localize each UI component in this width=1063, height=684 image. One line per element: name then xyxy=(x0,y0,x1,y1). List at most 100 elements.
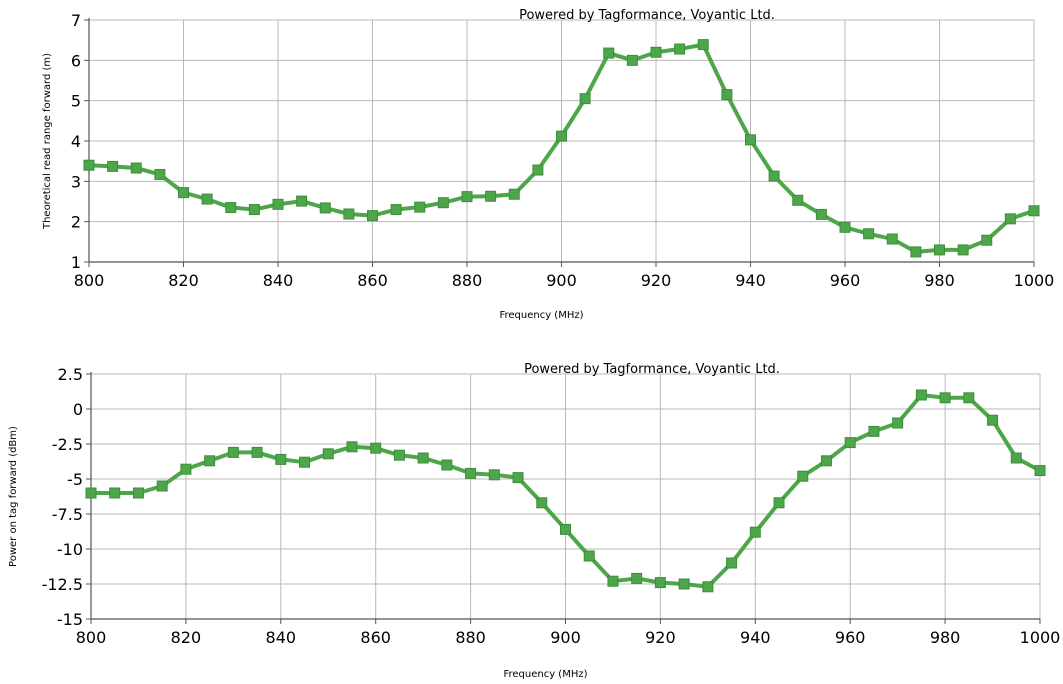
data-point xyxy=(343,208,355,220)
y-tick-label: 5 xyxy=(71,92,81,111)
data-point xyxy=(654,577,666,589)
data-point xyxy=(370,442,382,454)
watermark-text: Powered by Tagformance, Voyantic Ltd. xyxy=(519,8,775,23)
x-tick-label: 940 xyxy=(735,271,766,290)
x-tick-label: 960 xyxy=(835,628,866,647)
data-point xyxy=(154,168,166,180)
data-point xyxy=(488,469,500,481)
x-tick-label: 800 xyxy=(74,271,105,290)
y-tick-label: 2.5 xyxy=(58,365,83,384)
data-point xyxy=(768,170,780,182)
x-axis-label: Frequency (MHz) xyxy=(503,669,587,680)
data-point xyxy=(915,389,927,401)
data-point xyxy=(227,446,239,458)
data-point xyxy=(461,191,473,203)
data-point xyxy=(792,194,804,206)
data-point xyxy=(934,244,945,256)
data-point xyxy=(697,39,709,51)
data-point xyxy=(839,221,851,233)
data-point xyxy=(583,550,595,562)
x-tick-label: 820 xyxy=(171,628,202,647)
data-point xyxy=(560,523,571,535)
data-point xyxy=(797,470,809,482)
data-point xyxy=(485,190,497,202)
data-point xyxy=(536,497,548,509)
data-point xyxy=(650,46,662,58)
y-tick-label: 2 xyxy=(71,213,81,232)
data-point xyxy=(939,392,951,404)
data-point xyxy=(367,210,378,222)
data-point xyxy=(390,204,402,216)
y-axis-label: Theoretical read range forward (m) xyxy=(42,53,53,230)
data-point xyxy=(1034,465,1046,477)
data-point xyxy=(626,54,638,66)
y-tick-label: -15 xyxy=(57,610,83,629)
y-tick-label: 1 xyxy=(71,253,81,272)
data-point xyxy=(844,437,856,449)
data-point xyxy=(130,162,142,174)
y-tick-label: 3 xyxy=(71,172,81,191)
data-point xyxy=(248,204,260,216)
y-axis-label: Power on tag forward (dBm) xyxy=(8,426,19,567)
data-point xyxy=(886,233,898,245)
data-point xyxy=(512,472,524,484)
data-point xyxy=(749,526,761,538)
data-point xyxy=(83,159,95,171)
y-tick-label: 6 xyxy=(71,51,81,70)
data-point xyxy=(275,453,287,465)
x-tick-label: 840 xyxy=(266,628,297,647)
data-point xyxy=(702,581,714,593)
data-point xyxy=(1004,213,1016,225)
data-point xyxy=(678,578,690,590)
x-tick-label: 920 xyxy=(645,628,676,647)
x-tick-label: 800 xyxy=(76,628,107,647)
data-point xyxy=(178,187,189,199)
x-tick-label: 940 xyxy=(740,628,771,647)
x-axis-label: Frequency (MHz) xyxy=(499,310,583,321)
x-tick-label: 1000 xyxy=(1014,271,1055,290)
y-tick-label: -7.5 xyxy=(52,505,83,524)
x-tick-label: 880 xyxy=(452,271,483,290)
x-tick-label: 860 xyxy=(357,271,388,290)
data-point xyxy=(607,575,619,587)
grid xyxy=(90,373,1041,620)
data-point xyxy=(156,480,168,492)
data-point xyxy=(201,193,213,205)
data-point xyxy=(726,557,738,569)
y-tick-label: -2.5 xyxy=(52,435,83,454)
data-point xyxy=(109,487,121,499)
data-point xyxy=(508,188,520,200)
x-tick-label: 1000 xyxy=(1020,628,1061,647)
data-point xyxy=(132,487,144,499)
x-tick-label: 900 xyxy=(546,271,577,290)
data-point xyxy=(225,202,237,214)
data-point xyxy=(868,425,880,437)
y-tick-label: -5 xyxy=(67,470,83,489)
y-tick-label: 0 xyxy=(73,400,83,419)
data-point xyxy=(180,463,192,475)
data-point xyxy=(892,417,904,429)
data-point xyxy=(631,572,643,584)
series-markers xyxy=(85,389,1046,593)
x-tick-label: 900 xyxy=(550,628,581,647)
data-point xyxy=(820,455,832,467)
data-point xyxy=(745,134,756,146)
data-point xyxy=(910,246,922,258)
data-point xyxy=(957,244,969,256)
data-point xyxy=(465,467,477,479)
data-point xyxy=(556,130,567,142)
read-range-chart: 800 820 840 860 880 900 920 940 960 980 1000 1 2 3 4 5 6… xyxy=(42,8,1054,321)
data-point xyxy=(815,208,827,220)
data-point xyxy=(987,414,999,426)
data-point xyxy=(346,441,358,453)
x-tick-label: 840 xyxy=(263,271,294,290)
x-tick-label: 880 xyxy=(455,628,486,647)
x-tick-label: 980 xyxy=(924,271,955,290)
x-tick-label: 920 xyxy=(641,271,672,290)
watermark-text: Powered by Tagformance, Voyantic Ltd. xyxy=(524,362,780,377)
data-point xyxy=(441,459,453,471)
data-point xyxy=(204,455,216,467)
x-tick-label: 860 xyxy=(360,628,391,647)
data-point xyxy=(1028,205,1040,217)
